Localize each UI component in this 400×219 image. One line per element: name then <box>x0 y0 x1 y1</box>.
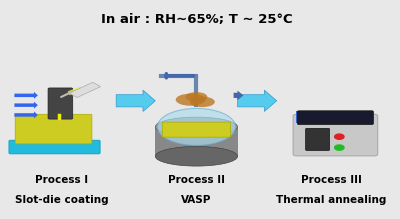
Text: Slot-die coating: Slot-die coating <box>14 195 108 205</box>
FancyBboxPatch shape <box>9 140 100 154</box>
FancyBboxPatch shape <box>298 111 373 125</box>
Ellipse shape <box>190 97 215 107</box>
Circle shape <box>335 145 344 150</box>
Text: Process I: Process I <box>35 175 88 185</box>
Polygon shape <box>116 90 155 111</box>
Circle shape <box>335 134 344 139</box>
Ellipse shape <box>176 94 206 106</box>
FancyBboxPatch shape <box>306 128 330 150</box>
FancyBboxPatch shape <box>293 114 378 156</box>
Polygon shape <box>234 91 244 100</box>
Ellipse shape <box>186 92 207 102</box>
Text: Process II: Process II <box>168 175 225 185</box>
Ellipse shape <box>155 117 238 137</box>
FancyBboxPatch shape <box>15 114 92 144</box>
Polygon shape <box>14 102 38 109</box>
Ellipse shape <box>155 147 238 166</box>
FancyBboxPatch shape <box>48 88 73 119</box>
Polygon shape <box>14 92 38 99</box>
Polygon shape <box>69 82 100 97</box>
Text: In air : RH∼65%; T ∼ 25°C: In air : RH∼65%; T ∼ 25°C <box>101 13 292 26</box>
FancyBboxPatch shape <box>162 122 230 137</box>
Polygon shape <box>14 111 38 118</box>
Text: Process III: Process III <box>301 175 362 185</box>
Text: VASP: VASP <box>181 195 212 205</box>
Ellipse shape <box>157 108 236 145</box>
FancyBboxPatch shape <box>155 127 238 156</box>
Text: Thermal annealing: Thermal annealing <box>276 195 387 205</box>
Polygon shape <box>238 90 277 111</box>
FancyBboxPatch shape <box>296 111 303 123</box>
